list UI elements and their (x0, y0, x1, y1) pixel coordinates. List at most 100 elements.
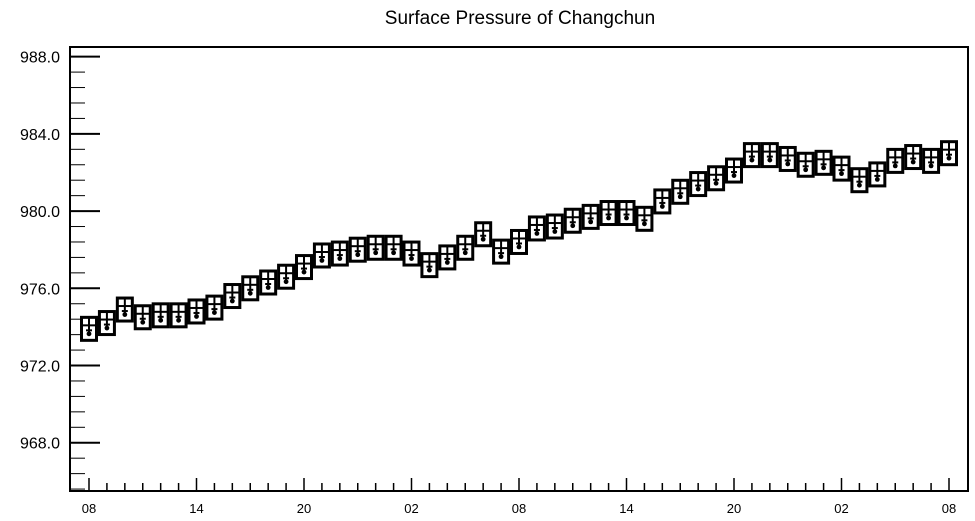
data-box (402, 240, 421, 267)
x-tick-label: 08 (82, 501, 96, 516)
x-tick-label: 08 (512, 501, 526, 516)
data-box (850, 167, 869, 194)
data-box (653, 188, 672, 215)
data-point (695, 186, 701, 192)
data-point (283, 279, 289, 285)
data-point (606, 215, 611, 221)
x-axis: 08 14 20 02 08 14 20 02 08 (82, 478, 956, 516)
plot-frame (69, 46, 969, 492)
data-box (420, 252, 439, 279)
data-point (642, 221, 647, 227)
data-point (158, 317, 164, 323)
data-box (97, 310, 116, 337)
data-box (599, 200, 618, 227)
data-point (874, 177, 880, 182)
data-point (176, 317, 181, 323)
data-point (265, 285, 271, 290)
data-box (384, 234, 403, 261)
data-box (868, 161, 887, 188)
chart-title: Surface Pressure of Changchun (385, 8, 655, 29)
x-tick-label: 14 (619, 501, 633, 516)
data-box (689, 171, 708, 198)
data-box (617, 200, 636, 227)
data-point (839, 171, 844, 177)
data-point (659, 204, 665, 209)
x-tick-label: 02 (834, 501, 848, 516)
data-box (366, 234, 385, 261)
data-point (462, 250, 468, 256)
data-box (922, 147, 941, 174)
data-box (115, 296, 134, 323)
x-tick-label: 20 (727, 501, 741, 516)
y-axis: 968.0 972.0 976.0 980.0 984.0 988.0 (20, 50, 100, 490)
data-point (498, 254, 504, 260)
data-point (122, 312, 128, 317)
data-point (319, 258, 325, 263)
y-tick-label: 968.0 (20, 436, 60, 453)
x-tick-label: 08 (942, 501, 956, 516)
data-box (510, 228, 528, 255)
data-box (707, 165, 726, 192)
data-point (212, 310, 217, 316)
data-box (796, 151, 815, 178)
data-box (277, 263, 296, 290)
data-box (940, 140, 958, 167)
data-point (731, 173, 737, 178)
data-box (169, 302, 188, 329)
data-box (635, 205, 654, 232)
data-point (946, 155, 952, 161)
data-box (671, 178, 690, 205)
data-box (563, 207, 582, 234)
data-point (104, 325, 110, 331)
data-box (348, 236, 367, 263)
data-point (86, 331, 92, 337)
data-point (409, 256, 414, 261)
data-box (581, 203, 600, 230)
data-point (552, 229, 558, 234)
data-point (749, 157, 755, 163)
data-point (570, 223, 576, 229)
data-box (330, 240, 349, 267)
data-point (444, 260, 450, 265)
data-point (140, 319, 146, 325)
x-tick-label: 14 (189, 501, 203, 516)
data-box (474, 221, 493, 248)
data-point (516, 244, 522, 250)
data-box (492, 238, 511, 265)
data-box (438, 244, 457, 271)
data-box (295, 254, 313, 281)
data-box (725, 157, 743, 184)
data-box (814, 149, 833, 176)
data-point (427, 267, 432, 273)
data-box (259, 269, 278, 296)
data-point (928, 163, 934, 169)
box-series (80, 140, 958, 342)
data-point (857, 182, 862, 188)
x-tick-label: 20 (297, 501, 311, 516)
data-point (677, 194, 683, 200)
data-box (832, 155, 851, 182)
data-point (337, 256, 343, 261)
data-box (223, 283, 242, 310)
data-point (301, 269, 307, 275)
data-box (545, 213, 564, 240)
data-point (355, 252, 361, 258)
data-point (373, 250, 379, 256)
data-box (760, 142, 779, 169)
data-point (713, 180, 719, 186)
y-tick-label: 988.0 (20, 50, 60, 67)
data-point (588, 219, 594, 225)
data-box (312, 242, 331, 269)
data-box (527, 215, 546, 242)
y-tick-label: 972.0 (20, 359, 60, 376)
data-point (785, 161, 791, 167)
data-point (229, 298, 235, 304)
data-point (767, 157, 773, 163)
data-point (910, 159, 916, 165)
data-box (187, 298, 206, 325)
data-point (803, 167, 809, 173)
data-box (456, 234, 475, 261)
data-point (247, 290, 253, 296)
y-tick-label: 984.0 (20, 127, 60, 144)
